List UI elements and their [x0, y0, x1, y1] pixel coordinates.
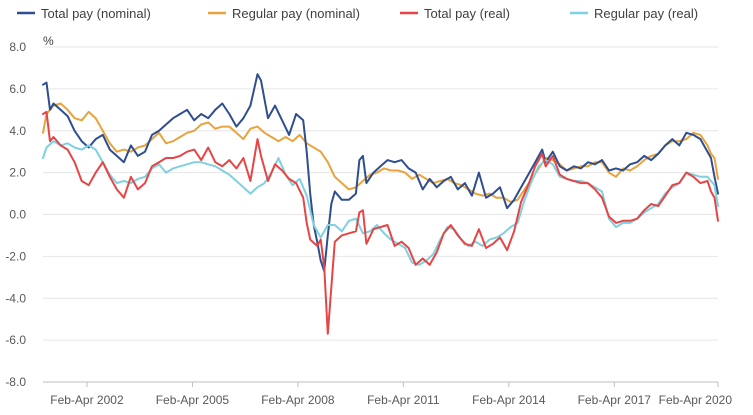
x-tick-label: Feb-Apr 2020: [659, 393, 733, 407]
y-tick-label: -8.0: [5, 375, 26, 389]
series-line-3: [42, 140, 719, 266]
x-axis-ticks: Feb-Apr 2002 Feb-Apr 2005 Feb-Apr 2008 Feb-…: [50, 382, 732, 407]
legend-label: Total pay (nominal): [41, 6, 151, 21]
y-tick-label: -2.0: [5, 249, 26, 263]
y-tick-label: 2.0: [9, 166, 26, 180]
legend-label: Regular pay (real): [594, 6, 698, 21]
grid-lines: [43, 46, 718, 383]
x-tick-label: Feb-Apr 2002: [50, 393, 124, 407]
y-tick-label: 4.0: [9, 124, 26, 138]
x-tick-label: Feb-Apr 2017: [578, 393, 652, 407]
x-tick-label: Feb-Apr 2011: [367, 393, 440, 407]
series-line-2: [42, 110, 719, 335]
y-axis-unit-label: %: [43, 34, 54, 48]
legend-label: Regular pay (nominal): [232, 6, 360, 21]
y-axis-ticks: 8.0 6.0 4.0 2.0 0.0 -2.0 -4.0 -6.0 -8.0: [5, 40, 26, 389]
x-tick-label: Feb-Apr 2014: [472, 393, 546, 407]
y-tick-label: -6.0: [5, 333, 26, 347]
y-tick-label: 6.0: [9, 82, 26, 96]
x-tick-label: Feb-Apr 2008: [261, 393, 335, 407]
series-line-0: [42, 73, 719, 272]
y-tick-label: 0.0: [9, 208, 26, 222]
legend-label: Total pay (real): [424, 6, 510, 21]
series-lines: [42, 73, 719, 335]
y-tick-label: -4.0: [5, 291, 26, 305]
x-tick-label: Feb-Apr 2005: [156, 393, 230, 407]
series-line-1: [42, 102, 719, 203]
chart-legend: Total pay (nominal) Regular pay (nominal)…: [17, 6, 698, 21]
y-tick-label: 8.0: [9, 40, 26, 54]
